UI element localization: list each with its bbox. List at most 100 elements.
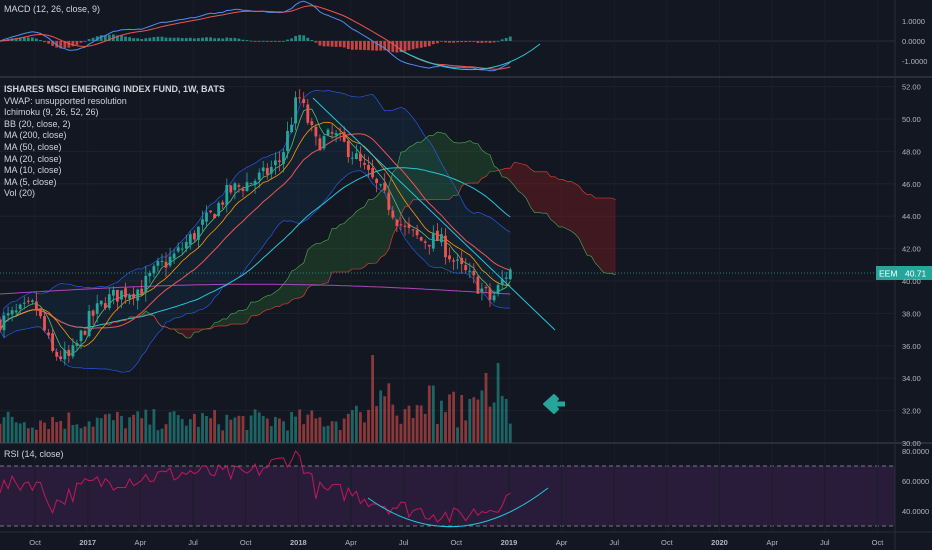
volume-bar [342, 418, 346, 443]
candle-body [197, 226, 200, 240]
price-axis-ticks[interactable]: 52.00 50.00 48.00 46.00 44.00 42.00 40.00 38.00… [902, 83, 921, 448]
macd-legend[interactable]: MACD (12, 26, close, 9) [4, 4, 100, 16]
indicator-ma5[interactable]: MA (5, close) [4, 176, 57, 187]
volume-bar [6, 411, 10, 443]
indicator-ma50[interactable]: MA (50, close) [4, 141, 62, 152]
macd-histogram-bar [257, 41, 261, 42]
volume-bar [379, 390, 383, 443]
candle-body [371, 168, 374, 178]
macd-histogram-bar [480, 41, 484, 43]
candle-body [286, 130, 289, 151]
rsi-legend[interactable]: RSI (14, close) [4, 449, 64, 461]
volume-bar [156, 430, 160, 443]
volume-bar [55, 422, 59, 443]
candle-body [314, 126, 318, 137]
volume-bar [257, 412, 261, 443]
candle-body [95, 303, 99, 314]
macd-histogram-bar [298, 34, 302, 41]
macd-histogram-bar [504, 38, 508, 41]
candle-body [87, 311, 91, 337]
macd-histogram-bar [197, 38, 200, 41]
macd-histogram-bar [456, 41, 459, 43]
candle-body [504, 277, 508, 279]
indicator-vol[interactable]: Vol (20) [4, 188, 36, 199]
volume-bar [431, 385, 435, 443]
candle-body [282, 152, 285, 164]
trend-line[interactable] [312, 97, 556, 331]
indicator-ma20[interactable]: MA (20, close) [4, 153, 62, 164]
candle-body [107, 294, 111, 309]
volume-bar [2, 417, 6, 443]
candle-body [22, 302, 26, 304]
volume-bar [26, 428, 30, 443]
indicator-ma10[interactable]: MA (10, close) [4, 165, 62, 176]
time-axis-label: Oct [872, 538, 885, 547]
macd-histogram-bar [375, 41, 378, 51]
candle-body [140, 288, 144, 294]
macd-histogram-bar [164, 37, 168, 41]
macd-histogram-bar [39, 40, 42, 41]
volume-bar [168, 412, 172, 443]
indicator-ma200[interactable]: MA (200, close) [4, 130, 67, 141]
candle-body [249, 182, 253, 184]
candle-body [112, 289, 115, 296]
candle-body [395, 219, 399, 226]
main-legend[interactable]: ISHARES MSCI EMERGING INDEX FUND, 1W, BA… [4, 84, 225, 200]
macd-histogram-bar [107, 34, 111, 41]
price-tick-label: 38.00 [902, 309, 921, 318]
candle-body [322, 136, 326, 149]
candle-body [338, 133, 342, 134]
macd-histogram-bar [43, 41, 46, 43]
macd-histogram-bar [79, 41, 83, 43]
arrow-left-icon[interactable] [543, 394, 565, 414]
macd-histogram-bar [75, 41, 79, 45]
time-axis-label: 2018 [290, 538, 307, 547]
candle-body [431, 232, 435, 249]
rsi-line [0, 450, 511, 523]
macd-histogram-bar [310, 40, 314, 41]
volume-bar [274, 417, 277, 443]
macd-histogram-bar [355, 41, 358, 50]
volume-bar [0, 423, 2, 443]
indicator-ichimoku[interactable]: Ichimoku (9, 26, 52, 26) [4, 107, 99, 118]
candle-body [225, 185, 229, 206]
macd-histogram-bar [249, 40, 253, 42]
indicator-vwap[interactable]: VWAP: unsupported resolution [4, 95, 127, 106]
macd-histogram-bar [51, 41, 54, 46]
price-tick-label: 52.00 [902, 83, 921, 92]
candle-body [444, 235, 447, 258]
candle-body [59, 356, 63, 360]
candle-body [346, 141, 350, 157]
candle-body [334, 133, 338, 136]
candle-body [164, 261, 168, 268]
rsi-arc-drawing[interactable] [367, 487, 549, 528]
macd-arc-drawing[interactable] [399, 43, 541, 71]
macd-histogram-bar [217, 38, 221, 41]
volume-bar [197, 426, 200, 443]
indicator-bb[interactable]: BB (20, close, 2) [4, 118, 71, 129]
candle-body [496, 284, 500, 294]
volume-bar [140, 418, 144, 443]
rsi-axis-ticks[interactable]: 80.0000 60.0000 40.0000 [902, 447, 929, 516]
volume-bar [488, 406, 492, 443]
macd-histogram-bar [436, 41, 439, 44]
macd-histogram-bar [440, 41, 443, 42]
volume-bar [87, 421, 91, 443]
volume-bar [221, 430, 225, 443]
candle-body [99, 300, 103, 305]
candle-body [302, 98, 306, 103]
volume-bar [22, 422, 26, 443]
macd-axis-ticks[interactable]: 1.0000 0.0000 -1.0000 [902, 17, 927, 66]
candle-body [359, 153, 362, 162]
macd-histogram-bar [99, 35, 103, 41]
bb-fill [0, 90, 511, 373]
candle-body [436, 230, 439, 241]
macd-histogram-bar [47, 41, 50, 44]
macd-histogram-bar [184, 38, 188, 41]
candle-body [423, 241, 427, 243]
macd-histogram-bar [496, 40, 500, 42]
time-axis-labels[interactable]: Oct 2017 Apr Jul Oct 2018 Apr Jul Oct 2019 Apr Jul O… [29, 538, 884, 547]
bb-upper [0, 90, 511, 331]
macd-histogram-bar [116, 35, 119, 41]
